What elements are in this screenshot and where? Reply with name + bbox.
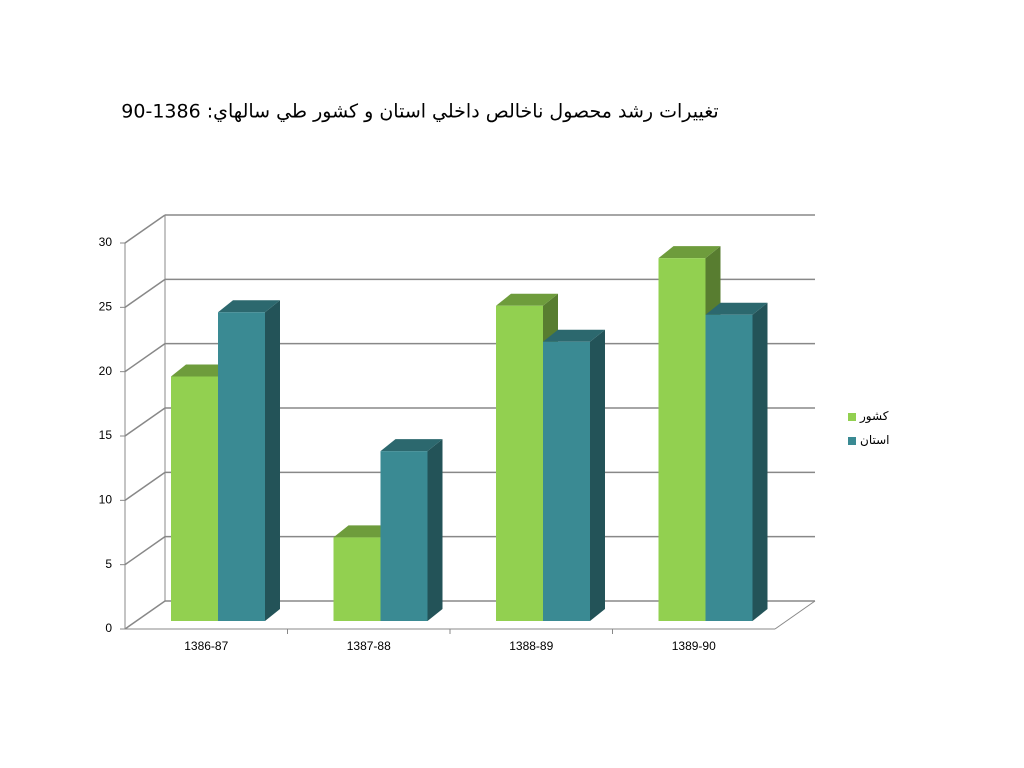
bar-side (590, 329, 605, 621)
bar-front (380, 451, 428, 621)
axis-line (774, 600, 816, 630)
y-tick-label: 20 (99, 364, 113, 378)
grid-line (124, 343, 166, 373)
bar-side (265, 300, 280, 621)
bar-top (658, 246, 721, 259)
y-tick-label: 30 (99, 235, 113, 249)
legend-label: كشور (859, 409, 889, 424)
x-tick-label: 1388-89 (509, 639, 553, 653)
bar-front (705, 314, 753, 621)
bar-top (705, 302, 768, 315)
grid-line (124, 471, 166, 501)
bar-front (496, 305, 543, 621)
legend-label: استان (860, 433, 889, 447)
grid-line (124, 600, 166, 630)
grid-line (124, 407, 166, 437)
bar-top (333, 525, 396, 538)
grid-line (124, 536, 166, 566)
y-tick-label: 15 (99, 428, 113, 442)
bar-front (218, 312, 265, 621)
bar (543, 329, 605, 621)
bar-front (543, 341, 590, 621)
bar-top (543, 329, 605, 342)
bar (218, 300, 280, 621)
bar-side (752, 302, 768, 621)
bar-top (218, 300, 280, 313)
bar-top (496, 293, 558, 306)
chart-title: تغييرات رشد محصول ناخالص داخلي استان و ك… (121, 101, 718, 123)
bar-front (333, 537, 381, 621)
y-tick-label: 10 (99, 493, 113, 507)
grid-line (124, 278, 166, 308)
y-tick-label: 0 (105, 621, 112, 635)
y-tick-label: 25 (99, 300, 113, 314)
x-tick-label: 1386-87 (184, 639, 228, 653)
y-tick-label: 5 (105, 557, 112, 571)
bar-top (380, 439, 443, 452)
bar (380, 439, 443, 621)
bar-front (658, 258, 706, 621)
grid-line (124, 214, 166, 244)
x-tick-label: 1389-90 (672, 639, 716, 653)
bar (705, 302, 768, 621)
legend-swatch (848, 437, 856, 445)
x-tick-label: 1387-88 (347, 639, 391, 653)
bar-side (427, 439, 443, 621)
legend-swatch (848, 413, 856, 421)
bar-top (171, 364, 233, 377)
bar-front (171, 376, 218, 621)
